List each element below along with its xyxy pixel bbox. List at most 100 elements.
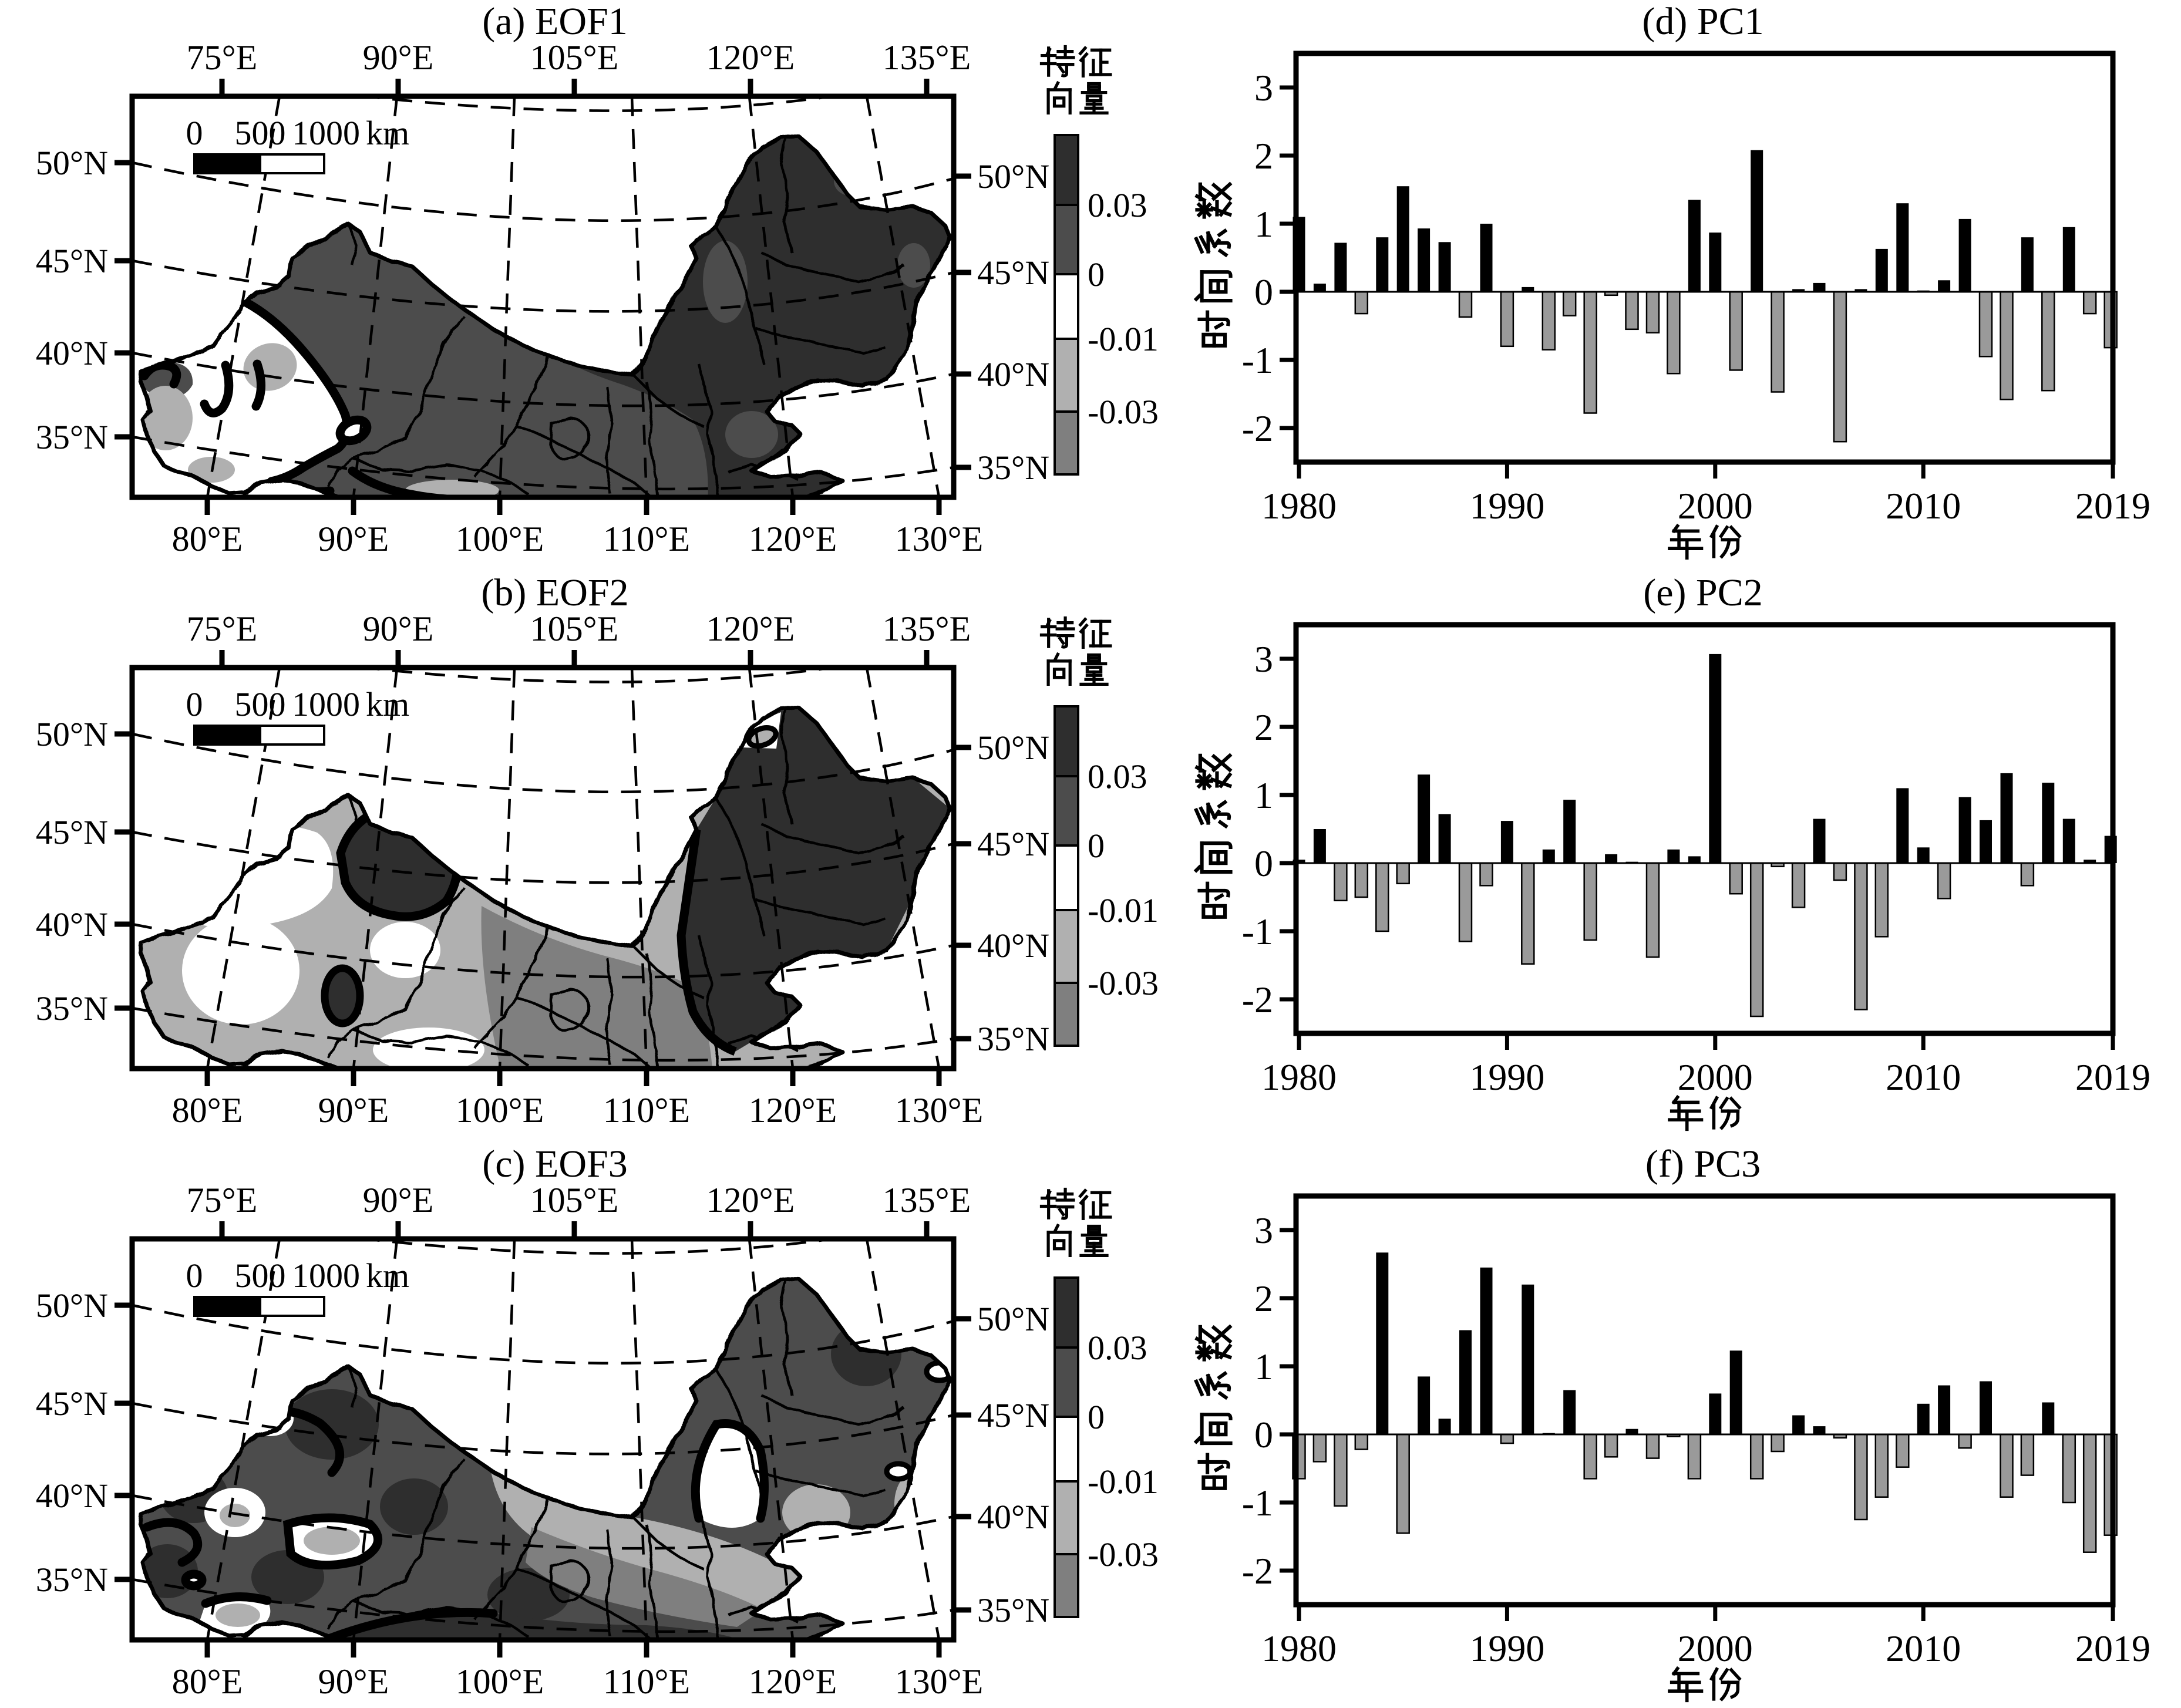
svg-text:1980: 1980 — [1261, 485, 1337, 527]
svg-text:120°E: 120°E — [706, 609, 795, 648]
svg-text:1000: 1000 — [292, 1256, 360, 1295]
svg-text:-2: -2 — [1242, 1550, 1273, 1592]
svg-text:35°N: 35°N — [36, 418, 108, 456]
svg-text:35°N: 35°N — [977, 449, 1049, 487]
svg-text:0: 0 — [186, 114, 203, 152]
svg-text:-1: -1 — [1242, 911, 1273, 952]
svg-text:-1: -1 — [1242, 1482, 1273, 1524]
svg-text:-2: -2 — [1242, 979, 1273, 1020]
svg-text:35°N: 35°N — [36, 989, 108, 1028]
svg-text:135°E: 135°E — [883, 38, 971, 77]
svg-text:35°N: 35°N — [977, 1020, 1049, 1058]
svg-text:110°E: 110°E — [603, 1091, 690, 1130]
svg-text:km: km — [366, 114, 409, 152]
svg-text:1980: 1980 — [1261, 1056, 1337, 1098]
svg-text:75°E: 75°E — [187, 38, 258, 77]
svg-text:130°E: 130°E — [895, 1091, 984, 1130]
svg-text:100°E: 100°E — [456, 520, 544, 558]
svg-text:45°N: 45°N — [977, 825, 1049, 863]
svg-text:105°E: 105°E — [530, 1181, 619, 1219]
svg-text:2: 2 — [1254, 706, 1273, 748]
svg-text:130°E: 130°E — [895, 1662, 984, 1701]
svg-text:50°N: 50°N — [977, 157, 1049, 196]
svg-text:2010: 2010 — [1886, 1056, 1961, 1098]
svg-text:0: 0 — [1254, 843, 1273, 884]
svg-text:3: 3 — [1254, 1210, 1273, 1251]
svg-text:50°N: 50°N — [36, 144, 108, 182]
svg-text:1000: 1000 — [292, 114, 360, 152]
svg-text:80°E: 80°E — [172, 1662, 243, 1701]
svg-text:45°N: 45°N — [977, 254, 1049, 292]
svg-text:2010: 2010 — [1886, 1628, 1961, 1669]
svg-text:-0.03: -0.03 — [1088, 964, 1159, 1002]
svg-text:1980: 1980 — [1261, 1628, 1337, 1669]
svg-text:2010: 2010 — [1886, 485, 1961, 527]
svg-text:40°N: 40°N — [36, 905, 108, 944]
svg-text:0: 0 — [1254, 271, 1273, 313]
svg-text:110°E: 110°E — [603, 1662, 690, 1701]
svg-text:80°E: 80°E — [172, 520, 243, 558]
svg-text:135°E: 135°E — [883, 609, 971, 648]
svg-text:(e) PC2: (e) PC2 — [1643, 571, 1762, 614]
svg-text:0: 0 — [1088, 255, 1105, 294]
svg-text:50°N: 50°N — [977, 1300, 1049, 1338]
svg-text:2019: 2019 — [2075, 485, 2150, 527]
svg-text:2: 2 — [1254, 1278, 1273, 1319]
svg-text:130°E: 130°E — [895, 520, 984, 558]
svg-text:(f) PC3: (f) PC3 — [1645, 1143, 1761, 1185]
svg-text:50°N: 50°N — [977, 729, 1049, 767]
svg-text:50°N: 50°N — [36, 1286, 108, 1325]
svg-text:0: 0 — [1088, 827, 1105, 865]
svg-text:0.03: 0.03 — [1088, 1329, 1147, 1367]
svg-text:2019: 2019 — [2075, 1628, 2150, 1669]
svg-text:80°E: 80°E — [172, 1091, 243, 1130]
svg-text:45°N: 45°N — [36, 813, 108, 851]
svg-text:120°E: 120°E — [749, 520, 837, 558]
svg-text:40°N: 40°N — [977, 355, 1049, 393]
svg-text:40°N: 40°N — [36, 334, 108, 372]
svg-text:1990: 1990 — [1469, 485, 1544, 527]
svg-text:1000: 1000 — [292, 685, 360, 723]
svg-text:-0.01: -0.01 — [1088, 891, 1159, 929]
svg-text:3: 3 — [1254, 638, 1273, 680]
svg-text:90°E: 90°E — [318, 520, 389, 558]
svg-text:90°E: 90°E — [318, 1091, 389, 1130]
svg-text:2000: 2000 — [1678, 1056, 1753, 1098]
svg-text:120°E: 120°E — [706, 38, 795, 77]
svg-text:100°E: 100°E — [456, 1662, 544, 1701]
svg-text:75°E: 75°E — [187, 609, 258, 648]
svg-text:35°N: 35°N — [977, 1591, 1049, 1629]
svg-text:90°E: 90°E — [363, 609, 434, 648]
svg-text:50°N: 50°N — [36, 715, 108, 753]
svg-text:90°E: 90°E — [363, 1181, 434, 1219]
svg-text:90°E: 90°E — [363, 38, 434, 77]
svg-text:40°N: 40°N — [36, 1477, 108, 1515]
svg-text:-0.01: -0.01 — [1088, 320, 1159, 358]
svg-text:40°N: 40°N — [977, 927, 1049, 965]
svg-text:120°E: 120°E — [706, 1181, 795, 1219]
svg-text:2019: 2019 — [2075, 1056, 2150, 1098]
svg-text:km: km — [366, 1256, 409, 1295]
svg-text:2: 2 — [1254, 135, 1273, 177]
svg-text:100°E: 100°E — [456, 1091, 544, 1130]
svg-text:0: 0 — [186, 1256, 203, 1295]
svg-text:110°E: 110°E — [603, 520, 690, 558]
svg-text:-0.03: -0.03 — [1088, 1535, 1159, 1574]
svg-text:500: 500 — [235, 114, 286, 152]
svg-text:35°N: 35°N — [36, 1561, 108, 1599]
svg-text:(b) EOF2: (b) EOF2 — [481, 571, 628, 614]
svg-text:90°E: 90°E — [318, 1662, 389, 1701]
svg-text:(c) EOF3: (c) EOF3 — [482, 1143, 627, 1185]
svg-text:0.03: 0.03 — [1088, 757, 1147, 796]
svg-text:-0.01: -0.01 — [1088, 1463, 1159, 1501]
svg-text:135°E: 135°E — [883, 1181, 971, 1219]
svg-text:75°E: 75°E — [187, 1181, 258, 1219]
svg-text:1: 1 — [1254, 774, 1273, 816]
svg-text:2000: 2000 — [1678, 485, 1753, 527]
svg-text:2000: 2000 — [1678, 1628, 1753, 1669]
svg-text:0: 0 — [1254, 1414, 1273, 1456]
svg-text:500: 500 — [235, 1256, 286, 1295]
svg-text:1990: 1990 — [1469, 1056, 1544, 1098]
svg-text:(d) PC1: (d) PC1 — [1642, 0, 1763, 43]
svg-text:45°N: 45°N — [36, 242, 108, 280]
